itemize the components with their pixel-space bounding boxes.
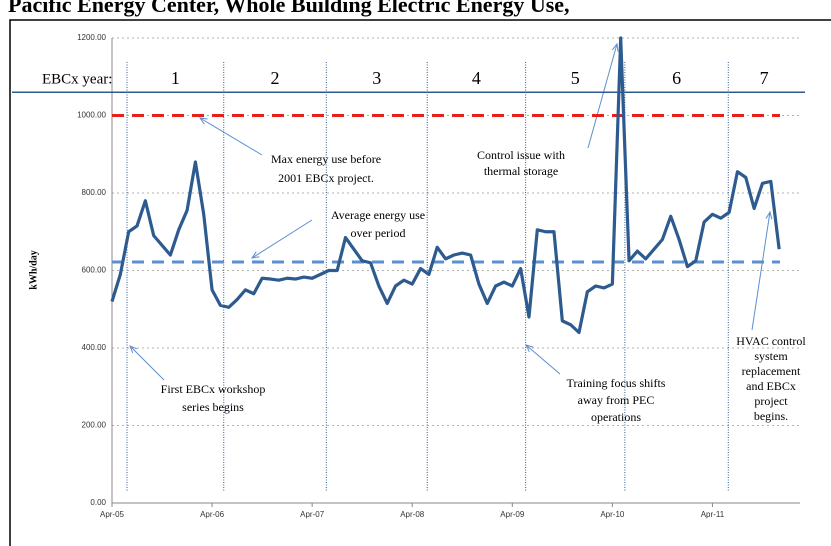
arrow bbox=[751, 212, 770, 331]
period-number: 1 bbox=[171, 68, 180, 88]
annotation: begins. bbox=[754, 409, 788, 423]
frame bbox=[9, 19, 831, 546]
arrow bbox=[526, 345, 561, 375]
annotation: operations bbox=[591, 410, 641, 424]
arrow bbox=[252, 219, 313, 258]
annotation: series begins bbox=[182, 400, 244, 414]
period-number: 5 bbox=[571, 68, 580, 88]
annotation: 2001 EBCx project. bbox=[278, 171, 374, 185]
y-axis-label: kWh/day bbox=[28, 250, 39, 289]
annotation: away from PEC bbox=[578, 393, 655, 407]
y-tick-label: 800.00 bbox=[82, 188, 107, 197]
annotation: Average energy use bbox=[331, 208, 425, 222]
x-tick-label: Apr-05 bbox=[100, 510, 125, 519]
annotation: HVAC control bbox=[736, 334, 806, 348]
annotation: thermal storage bbox=[484, 164, 558, 178]
y-tick-label: 1000.00 bbox=[77, 111, 106, 120]
y-tick-label: 0.00 bbox=[90, 498, 106, 507]
arrow bbox=[200, 118, 263, 156]
annotation: Max energy use before bbox=[271, 152, 381, 166]
data-line bbox=[110, 36, 781, 335]
x-tick-label: Apr-07 bbox=[300, 510, 325, 519]
x-tick-label: Apr-06 bbox=[200, 510, 225, 519]
period-number: 3 bbox=[372, 68, 381, 88]
y-tick-label: 600.00 bbox=[82, 266, 107, 275]
period-number: 6 bbox=[672, 68, 681, 88]
period-number: 4 bbox=[472, 68, 481, 88]
y-tick-label: 200.00 bbox=[82, 421, 107, 430]
arrows bbox=[130, 44, 770, 381]
annotation: Control issue with bbox=[477, 148, 565, 162]
period-label: EBCx year: bbox=[42, 71, 112, 87]
x-tick-label: Apr-09 bbox=[500, 510, 525, 519]
y-tick-label: 1200.00 bbox=[77, 33, 106, 42]
annotation: project bbox=[754, 394, 788, 408]
x-tick-label: Apr-11 bbox=[701, 510, 725, 519]
annotation: First EBCx workshop bbox=[161, 382, 266, 396]
x-tick-label: Apr-08 bbox=[400, 510, 425, 519]
annotation: system bbox=[754, 349, 788, 363]
annotation: and EBCx bbox=[746, 379, 796, 393]
annotation: over period bbox=[351, 226, 406, 240]
y-tick-label: 400.00 bbox=[82, 343, 107, 352]
period-number: 7 bbox=[760, 68, 769, 88]
arrow bbox=[130, 346, 165, 381]
chart-title: Pacific Energy Center, Whole Building El… bbox=[8, 0, 570, 17]
arrow bbox=[587, 44, 617, 149]
annotation: Training focus shifts bbox=[567, 376, 666, 390]
x-tick-label: Apr-10 bbox=[600, 510, 625, 519]
annotation: replacement bbox=[742, 364, 801, 378]
period-number: 2 bbox=[271, 68, 280, 88]
